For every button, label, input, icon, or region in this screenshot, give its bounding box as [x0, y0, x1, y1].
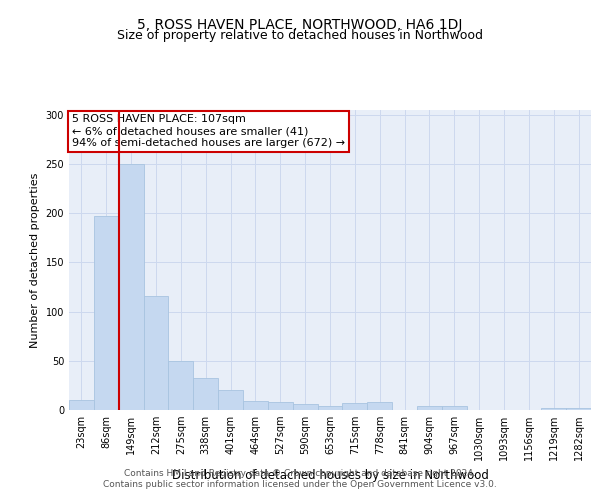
Bar [566, 408, 591, 410]
Bar [193, 378, 218, 410]
Text: 5 ROSS HAVEN PLACE: 107sqm
← 6% of detached houses are smaller (41)
94% of semi-: 5 ROSS HAVEN PLACE: 107sqm ← 6% of detac… [71, 114, 345, 148]
Bar [442, 406, 467, 410]
Bar [268, 402, 293, 410]
Y-axis label: Number of detached properties: Number of detached properties [30, 172, 40, 348]
X-axis label: Distribution of detached houses by size in Northwood: Distribution of detached houses by size … [172, 468, 488, 481]
Bar [143, 296, 169, 410]
Bar [293, 404, 317, 410]
Bar [69, 400, 94, 410]
Bar [417, 406, 442, 410]
Bar [317, 406, 343, 410]
Bar [541, 408, 566, 410]
Text: 5, ROSS HAVEN PLACE, NORTHWOOD, HA6 1DJ: 5, ROSS HAVEN PLACE, NORTHWOOD, HA6 1DJ [137, 18, 463, 32]
Bar [119, 164, 143, 410]
Bar [243, 401, 268, 410]
Text: Contains public sector information licensed under the Open Government Licence v3: Contains public sector information licen… [103, 480, 497, 489]
Bar [218, 390, 243, 410]
Bar [169, 361, 193, 410]
Bar [343, 403, 367, 410]
Text: Contains HM Land Registry data © Crown copyright and database right 2024.: Contains HM Land Registry data © Crown c… [124, 468, 476, 477]
Text: Size of property relative to detached houses in Northwood: Size of property relative to detached ho… [117, 29, 483, 42]
Bar [367, 402, 392, 410]
Bar [94, 216, 119, 410]
